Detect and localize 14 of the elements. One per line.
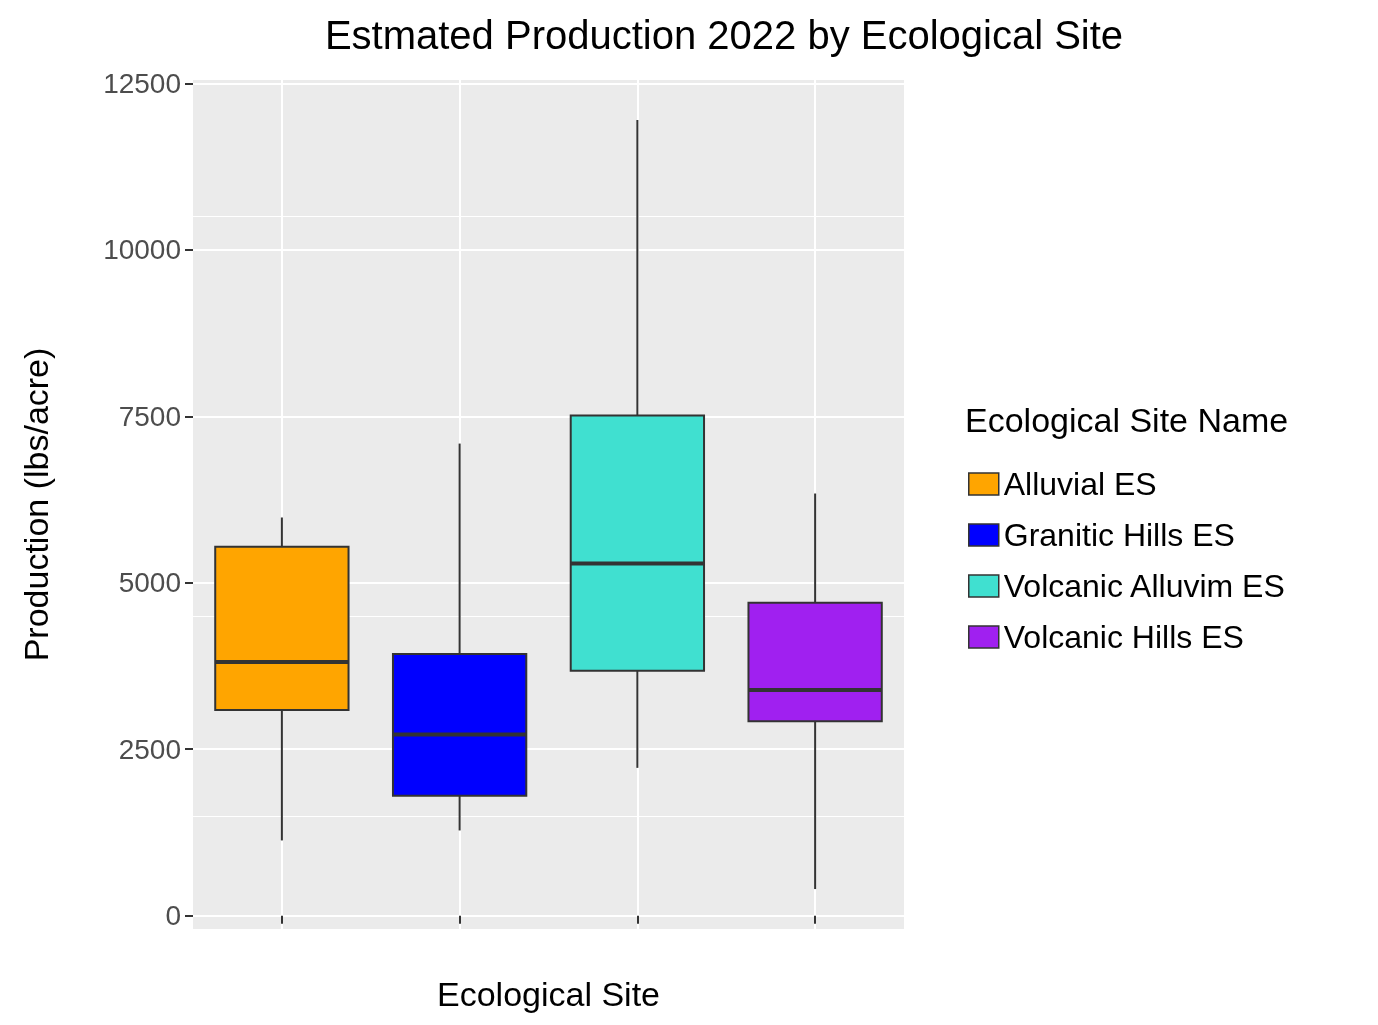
legend-title: Ecological Site Name [965, 401, 1289, 439]
y-tick-label: 7500 [118, 400, 181, 432]
legend-label: Granitic Hills ES [1003, 517, 1235, 553]
legend-label: Volcanic Alluvim ES [1003, 568, 1285, 604]
chart-title: Estmated Production 2022 by Ecological Site [324, 13, 1124, 57]
y-axis-title: Production (lbs/acre) [17, 347, 55, 662]
y-tick-label: 0 [165, 900, 181, 932]
legend-label: Alluvial ES [1003, 466, 1157, 502]
y-tick-label: 5000 [118, 567, 181, 599]
y-tick-label: 10000 [103, 234, 181, 266]
legend-label: Volcanic Hills ES [1003, 619, 1244, 655]
y-tick-label: 2500 [118, 733, 181, 765]
x-axis-title: Ecological Site [436, 975, 661, 1013]
y-tick-label: 12500 [103, 67, 181, 99]
